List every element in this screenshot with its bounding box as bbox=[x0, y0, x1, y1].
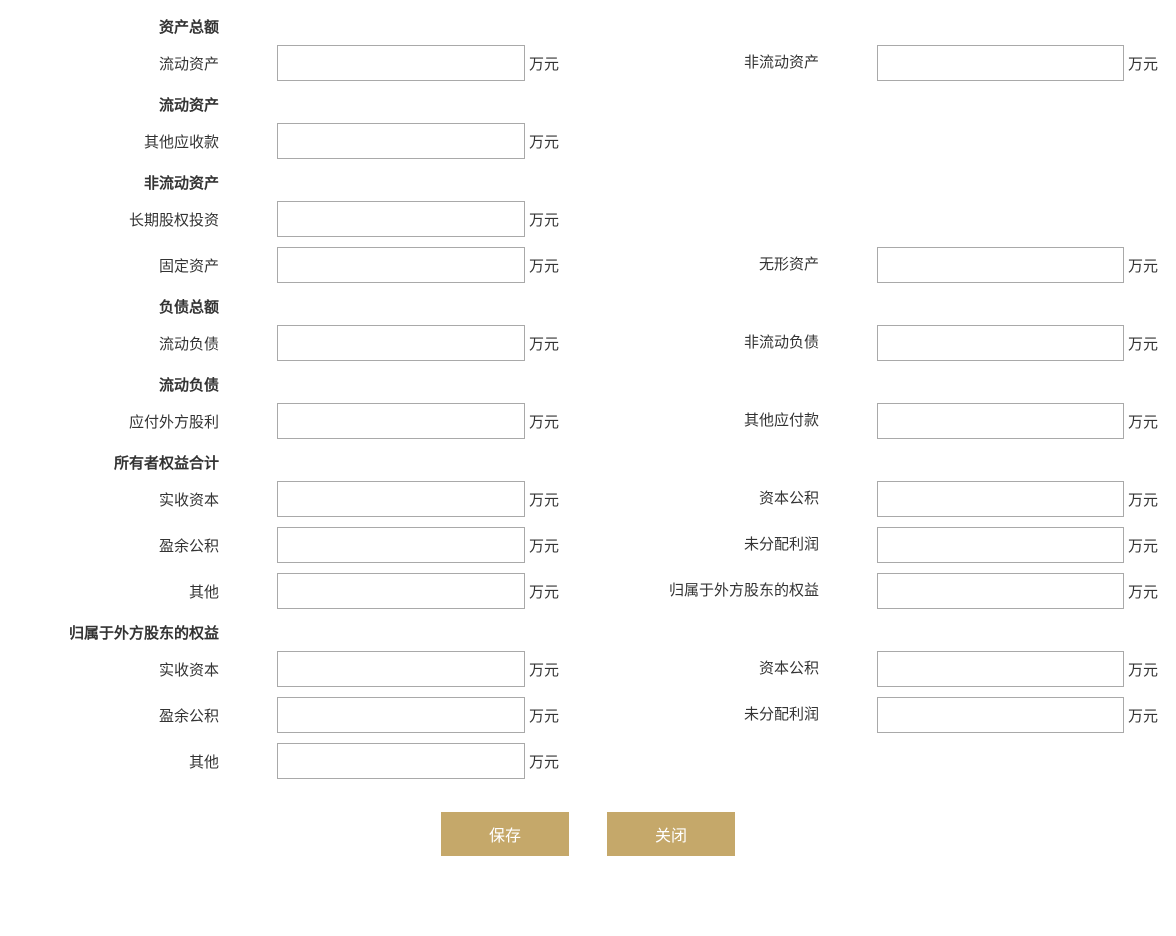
label-current-liabilities: 流动负债 bbox=[0, 333, 225, 354]
unit-label: 万元 bbox=[529, 659, 559, 680]
unit-label: 万元 bbox=[1128, 255, 1158, 276]
label-paid-in-capital-1: 实收资本 bbox=[0, 489, 225, 510]
input-foreign-shareholder-equity[interactable] bbox=[877, 573, 1124, 609]
label-non-current-liabilities: 非流动负债 bbox=[565, 332, 825, 355]
input-other-1[interactable] bbox=[277, 573, 525, 609]
unit-label: 万元 bbox=[1128, 581, 1158, 602]
label-non-current-assets: 非流动资产 bbox=[565, 52, 825, 75]
section-current-liabilities: 流动负债 bbox=[0, 374, 225, 395]
section-current-assets: 流动资产 bbox=[0, 94, 225, 115]
unit-label: 万元 bbox=[1128, 659, 1158, 680]
unit-label: 万元 bbox=[529, 131, 559, 152]
input-paid-in-capital-1[interactable] bbox=[277, 481, 525, 517]
save-button[interactable]: 保存 bbox=[441, 812, 569, 856]
label-surplus-reserve-1: 盈余公积 bbox=[0, 535, 225, 556]
section-total-liabilities: 负债总额 bbox=[0, 296, 225, 317]
unit-label: 万元 bbox=[529, 209, 559, 230]
unit-label: 万元 bbox=[529, 489, 559, 510]
unit-label: 万元 bbox=[529, 255, 559, 276]
unit-label: 万元 bbox=[529, 705, 559, 726]
input-other-2[interactable] bbox=[277, 743, 525, 779]
unit-label: 万元 bbox=[1128, 489, 1158, 510]
label-surplus-reserve-2: 盈余公积 bbox=[0, 705, 225, 726]
input-non-current-assets[interactable] bbox=[877, 45, 1124, 81]
input-other-receivables[interactable] bbox=[277, 123, 525, 159]
unit-label: 万元 bbox=[529, 581, 559, 602]
input-capital-reserve-2[interactable] bbox=[877, 651, 1124, 687]
input-surplus-reserve-2[interactable] bbox=[277, 697, 525, 733]
input-dividends-payable-foreign[interactable] bbox=[277, 403, 525, 439]
input-fixed-assets[interactable] bbox=[277, 247, 525, 283]
label-long-term-equity: 长期股权投资 bbox=[0, 209, 225, 230]
label-fixed-assets: 固定资产 bbox=[0, 255, 225, 276]
financial-form: 资产总额 流动资产 万元 非流动资产 万元 流动资产 其他应收款 万元 非流动资… bbox=[0, 12, 1176, 856]
input-undistributed-profit-2[interactable] bbox=[877, 697, 1124, 733]
unit-label: 万元 bbox=[1128, 705, 1158, 726]
section-owners-equity: 所有者权益合计 bbox=[0, 452, 225, 473]
unit-label: 万元 bbox=[1128, 535, 1158, 556]
unit-label: 万元 bbox=[529, 411, 559, 432]
label-foreign-shareholder-equity: 归属于外方股东的权益 bbox=[565, 580, 825, 603]
label-intangible-assets: 无形资产 bbox=[565, 254, 825, 277]
label-undistributed-profit-1: 未分配利润 bbox=[565, 534, 825, 557]
label-dividends-payable-foreign: 应付外方股利 bbox=[0, 411, 225, 432]
unit-label: 万元 bbox=[529, 535, 559, 556]
input-current-assets[interactable] bbox=[277, 45, 525, 81]
section-total-assets: 资产总额 bbox=[0, 16, 225, 37]
label-other-receivables: 其他应收款 bbox=[0, 131, 225, 152]
input-capital-reserve-1[interactable] bbox=[877, 481, 1124, 517]
input-long-term-equity[interactable] bbox=[277, 201, 525, 237]
label-other-payables: 其他应付款 bbox=[565, 410, 825, 433]
unit-label: 万元 bbox=[529, 333, 559, 354]
label-capital-reserve-2: 资本公积 bbox=[565, 658, 825, 681]
section-foreign-equity: 归属于外方股东的权益 bbox=[0, 622, 225, 643]
input-intangible-assets[interactable] bbox=[877, 247, 1124, 283]
input-surplus-reserve-1[interactable] bbox=[277, 527, 525, 563]
input-paid-in-capital-2[interactable] bbox=[277, 651, 525, 687]
section-non-current-assets: 非流动资产 bbox=[0, 172, 225, 193]
input-other-payables[interactable] bbox=[877, 403, 1124, 439]
unit-label: 万元 bbox=[1128, 333, 1158, 354]
label-current-assets: 流动资产 bbox=[0, 53, 225, 74]
input-undistributed-profit-1[interactable] bbox=[877, 527, 1124, 563]
unit-label: 万元 bbox=[1128, 411, 1158, 432]
unit-label: 万元 bbox=[529, 53, 559, 74]
label-capital-reserve-1: 资本公积 bbox=[565, 488, 825, 511]
button-row: 保存 关闭 bbox=[0, 812, 1176, 856]
unit-label: 万元 bbox=[529, 751, 559, 772]
label-other-2: 其他 bbox=[0, 751, 225, 772]
label-paid-in-capital-2: 实收资本 bbox=[0, 659, 225, 680]
label-undistributed-profit-2: 未分配利润 bbox=[565, 704, 825, 727]
input-current-liabilities[interactable] bbox=[277, 325, 525, 361]
unit-label: 万元 bbox=[1128, 53, 1158, 74]
close-button[interactable]: 关闭 bbox=[607, 812, 735, 856]
label-other-1: 其他 bbox=[0, 581, 225, 602]
input-non-current-liabilities[interactable] bbox=[877, 325, 1124, 361]
